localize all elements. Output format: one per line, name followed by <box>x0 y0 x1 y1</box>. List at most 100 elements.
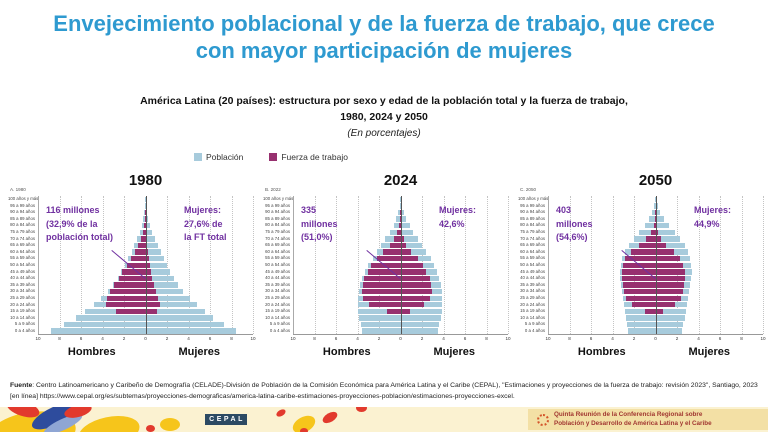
pyramid-bar <box>145 236 156 242</box>
source-note: Fuente: Centro Latinoamericano y Caribeñ… <box>10 381 760 402</box>
age-group-label: 95 a 99 años <box>520 202 545 208</box>
pyramid-bar <box>361 288 401 295</box>
pyramid-row <box>38 295 253 302</box>
pyramid-bar <box>145 255 164 262</box>
x-tick-label: 2 <box>420 336 424 342</box>
decor-blob <box>320 409 340 426</box>
chart-subtitle-block: América Latina (20 países): estructura p… <box>30 94 738 141</box>
panel-label-c: C. 2050 <box>520 187 537 192</box>
age-group-label: 80 a 84 años <box>10 222 35 228</box>
x-tick-label: 0 <box>399 336 402 342</box>
pyramid-bar <box>622 275 656 282</box>
subtitle-units-note: (En porcentajes) <box>347 127 421 139</box>
legend-population-label: Población <box>206 152 244 162</box>
pyramid-row <box>548 328 763 335</box>
annotation-women-share: Mujeres: 42,6% <box>439 205 477 229</box>
x-tick-label: 8 <box>230 336 233 342</box>
pyramid-bar <box>645 236 656 242</box>
x-tick-label: 2 <box>122 336 126 342</box>
pyramid-bar <box>655 308 664 315</box>
pyramid-row <box>293 236 508 243</box>
pyramid-bar <box>655 308 686 315</box>
gridline <box>443 196 445 335</box>
pyramid-bar <box>359 315 401 321</box>
pyramid-bar <box>655 242 685 249</box>
pyramid-bar <box>623 262 656 268</box>
age-axis-labels: 100 años y más 95 a 99 años 90 a 94 años 85… <box>518 196 548 335</box>
age-group-label: 5 a 9 años <box>14 321 35 327</box>
pyramid-bar <box>654 203 656 209</box>
decor-blob <box>275 407 287 419</box>
decor-blob <box>356 407 367 412</box>
x-tick-label: 4 <box>442 336 445 342</box>
pyramid-bar <box>144 222 146 229</box>
x-tick-label: 2 <box>377 336 381 342</box>
decor-blob <box>160 418 180 431</box>
age-group-label: 70 a 74 años <box>520 235 545 241</box>
pyramid-row <box>38 288 253 295</box>
age-group-label: 75 a 79 años <box>10 228 35 234</box>
x-tick-label: 10 <box>545 336 551 342</box>
gridline <box>508 196 509 335</box>
x-tick-label: 4 <box>697 336 700 342</box>
gridline <box>314 196 316 335</box>
pyramid-row <box>548 308 763 315</box>
age-group-label: 85 a 89 años <box>10 215 35 221</box>
pyramid-bar <box>145 282 155 288</box>
pyramid-bar <box>655 255 681 262</box>
pyramid-row <box>38 315 253 322</box>
pyramid-bar <box>655 275 685 282</box>
pyramid-bar <box>106 295 146 301</box>
pyramid-bar <box>131 255 146 262</box>
age-group-label: 20 a 24 años <box>265 301 290 307</box>
mujeres-label: Mujeres <box>688 346 731 359</box>
pyramid-bar <box>655 222 670 229</box>
x-axis-ticks: 10 8 6 4 2 0 2 4 6 8 10 <box>290 335 510 343</box>
age-group-label: 40 a 44 años <box>520 275 545 281</box>
conference-banner: Quinta Reunión de la Conferencia Regiona… <box>528 409 768 430</box>
pyramid-bar <box>655 269 685 275</box>
laborforce-swatch-icon <box>269 153 278 161</box>
pyramid-row <box>548 321 763 328</box>
x-tick-label: 4 <box>356 336 359 342</box>
x-tick-label: 6 <box>718 336 722 342</box>
pyramid-row <box>548 242 763 249</box>
hombres-label: Hombres <box>67 346 116 359</box>
pyramid-row <box>548 203 763 210</box>
source-label: Fuente <box>10 382 33 389</box>
age-group-label: 100 años y más <box>8 196 39 201</box>
gridline <box>357 196 359 335</box>
pyramid-row <box>293 282 508 289</box>
pyramid-bar <box>85 308 146 315</box>
age-group-label: 75 a 79 años <box>265 228 290 234</box>
x-axis-ticks: 10 8 6 4 2 0 2 4 6 8 10 <box>35 335 255 343</box>
x-tick-label: 8 <box>313 336 316 342</box>
plot-area: 100 años y más 95 a 99 años 90 a 94 años 85… <box>8 196 254 336</box>
age-group-label: 50 a 54 años <box>10 261 35 267</box>
pyramid-bar <box>649 216 656 222</box>
age-group-label: 55 a 59 años <box>10 255 35 261</box>
pyramid-bar <box>145 295 190 301</box>
pyramid-row <box>38 328 253 335</box>
pyramid-bar <box>396 216 401 222</box>
pyramid-bar <box>400 236 404 242</box>
age-group-label: 10 a 14 años <box>10 314 35 320</box>
age-group-label: 20 a 24 años <box>520 301 545 307</box>
pyramid-charts-row: 1980 A. 1980 100 años y más 95 a 99 años 9… <box>8 172 766 359</box>
pyramid-row <box>293 262 508 269</box>
center-axis-line <box>145 196 147 335</box>
age-group-label: 30 a 34 años <box>265 288 290 294</box>
decor-blob <box>146 425 155 432</box>
age-group-label: 35 a 39 años <box>520 281 545 287</box>
pyramid-bar <box>383 249 401 255</box>
sex-axis-labels: Hombres Mujeres <box>293 346 508 358</box>
pyramid-bar <box>145 229 153 235</box>
pyramid-row <box>548 255 763 262</box>
pyramid-bar <box>655 203 658 209</box>
x-tick-label: 8 <box>58 336 61 342</box>
pyramid-bar <box>654 216 656 222</box>
pyramid-row <box>293 308 508 315</box>
pyramid-bar <box>625 315 656 321</box>
pyramid-bar <box>109 288 146 295</box>
sex-axis-labels: Hombres Mujeres <box>38 346 253 358</box>
